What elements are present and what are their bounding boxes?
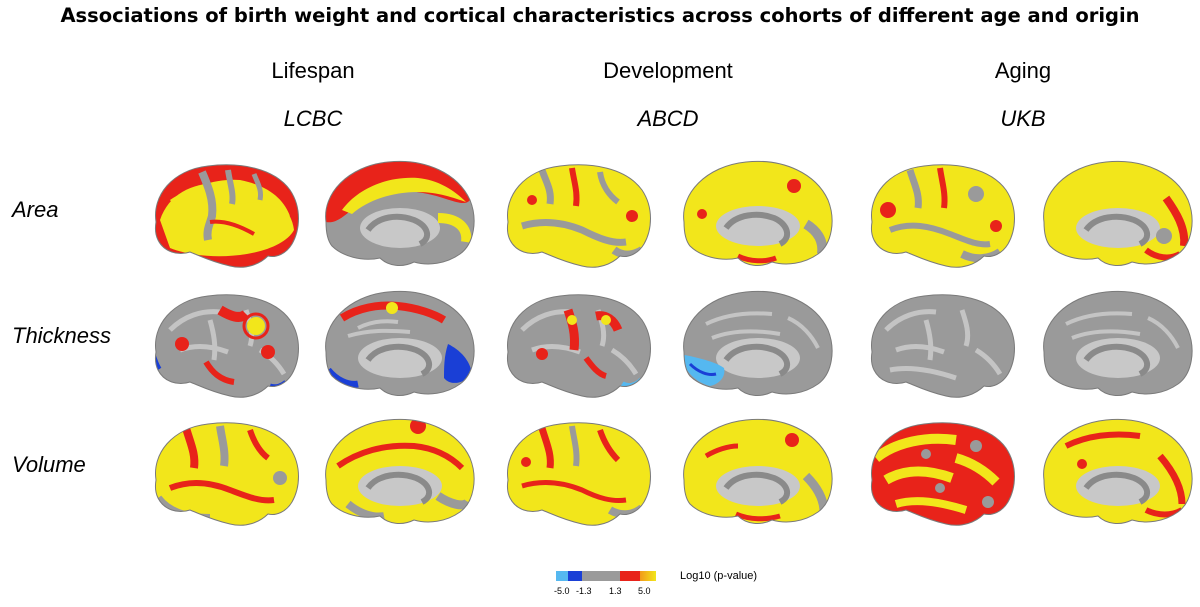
colorbar-tick: -5.0 xyxy=(554,586,570,596)
column-heading-development: Development xyxy=(603,58,733,83)
colorbar xyxy=(556,571,656,581)
brain-area-abcd-medial xyxy=(683,160,833,266)
row-label-thickness: Thickness xyxy=(12,323,112,348)
colorbar-strong-positive xyxy=(640,571,656,581)
row-label-area: Area xyxy=(12,197,59,222)
brain-area-lcbc-medial xyxy=(325,160,475,266)
colorbar-label: Log10 (p-value) xyxy=(680,570,758,582)
colorbar-positive xyxy=(620,571,640,581)
brain-volume-abcd-medial xyxy=(683,418,833,524)
cohort-label-lcbc: LCBC xyxy=(283,106,343,131)
brain-thickness-abcd-lateral xyxy=(506,294,651,398)
cohort-label-ukb: UKB xyxy=(1000,106,1046,131)
column-heading-aging: Aging xyxy=(994,58,1052,83)
brain-thickness-lcbc-lateral xyxy=(154,294,299,398)
brain-thickness-lcbc-medial xyxy=(325,290,475,396)
cohort-label-abcd: ABCD xyxy=(637,106,699,131)
brain-area-ukb-lateral xyxy=(870,164,1015,268)
brain-thickness-ukb-lateral xyxy=(870,294,1015,398)
colorbar-negative xyxy=(568,571,582,581)
figure-title: Associations of birth weight and cortica… xyxy=(60,4,1140,27)
column-heading-lifespan: Lifespan xyxy=(271,58,355,83)
colorbar-tick: -1.3 xyxy=(576,586,592,596)
colorbar-nonsignificant xyxy=(582,571,620,581)
colorbar-strong-negative xyxy=(556,571,568,581)
brain-area-lcbc-lateral xyxy=(154,164,299,268)
row-label-volume: Volume xyxy=(12,452,86,477)
brain-area-abcd-lateral xyxy=(506,164,651,268)
brain-volume-abcd-lateral xyxy=(506,422,651,526)
brain-volume-ukb-lateral xyxy=(870,422,1015,526)
brain-area-ukb-medial xyxy=(1043,160,1193,266)
brain-thickness-abcd-medial xyxy=(683,290,833,396)
colorbar-tick: 5.0 xyxy=(638,586,651,596)
brain-thickness-ukb-medial xyxy=(1043,290,1193,396)
brain-volume-lcbc-medial xyxy=(325,418,475,524)
brain-volume-ukb-medial xyxy=(1043,418,1193,524)
brain-volume-lcbc-lateral xyxy=(154,422,299,526)
colorbar-tick: 1.3 xyxy=(609,586,622,596)
